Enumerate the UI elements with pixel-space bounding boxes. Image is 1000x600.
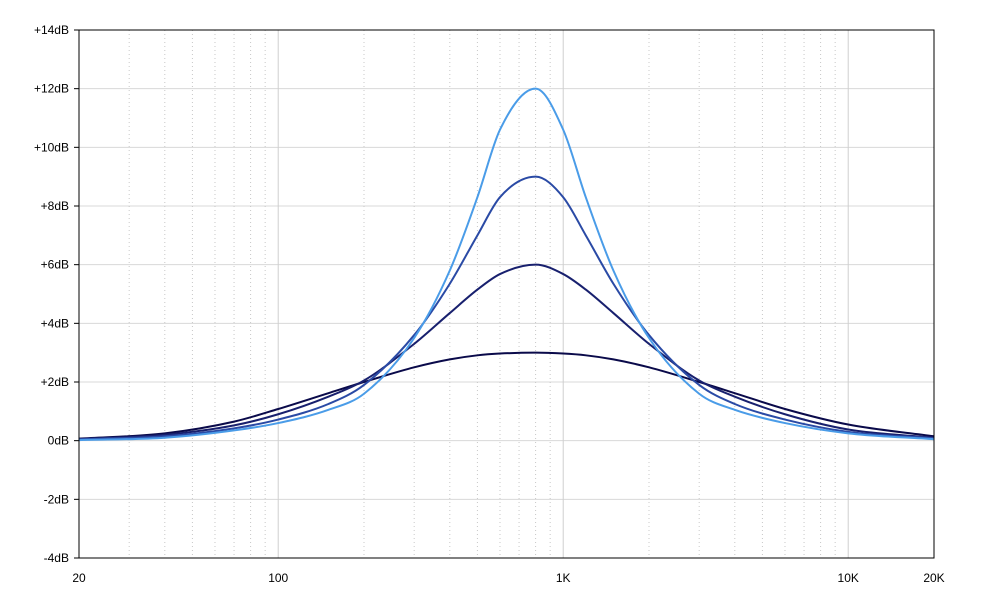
series-layer — [78, 87, 935, 442]
y-tick-label: +6dB — [41, 258, 69, 272]
y-tick-label: +12dB — [34, 82, 69, 96]
x-tick-label: 10K — [838, 571, 859, 585]
x-tick-label: 20K — [923, 571, 944, 585]
series-line-3 — [78, 175, 935, 441]
y-tick-label: 0dB — [48, 434, 69, 448]
x-tick-label: 20 — [72, 571, 86, 585]
y-tick-label: -4dB — [44, 551, 69, 565]
y-tick-label: +10dB — [34, 140, 69, 154]
series-line-1 — [78, 351, 935, 440]
plot-frame — [78, 29, 935, 559]
axes-layer — [74, 29, 935, 559]
x-tick-label: 100 — [268, 571, 288, 585]
series-line-4 — [78, 87, 935, 442]
grid-layer — [79, 29, 934, 559]
y-tick-label: +8dB — [41, 199, 69, 213]
y-tick-label: +4dB — [41, 316, 69, 330]
y-tick-label: -2dB — [44, 492, 69, 506]
y-tick-label: +14dB — [34, 23, 69, 37]
series-line-2 — [78, 263, 935, 441]
tick-label-layer: -4dB -2dB 0dB +2dB +4dB +6dB +8dB +10dB +12dB +14… — [34, 23, 945, 585]
y-tick-label: +2dB — [41, 375, 69, 389]
x-tick-label: 1K — [556, 571, 571, 585]
